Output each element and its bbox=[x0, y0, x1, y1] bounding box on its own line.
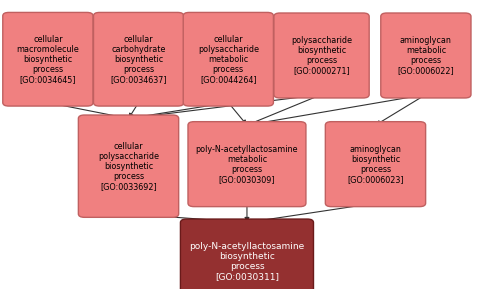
Text: aminoglycan
metabolic
process
[GO:0006022]: aminoglycan metabolic process [GO:000602… bbox=[398, 36, 454, 75]
Text: cellular
polysaccharide
biosynthetic
process
[GO:0033692]: cellular polysaccharide biosynthetic pro… bbox=[98, 142, 159, 191]
FancyBboxPatch shape bbox=[180, 219, 313, 289]
Text: poly-N-acetyllactosamine
metabolic
process
[GO:0030309]: poly-N-acetyllactosamine metabolic proce… bbox=[196, 144, 298, 184]
FancyBboxPatch shape bbox=[274, 13, 369, 98]
Text: polysaccharide
biosynthetic
process
[GO:0000271]: polysaccharide biosynthetic process [GO:… bbox=[291, 36, 352, 75]
Text: cellular
macromolecule
biosynthetic
process
[GO:0034645]: cellular macromolecule biosynthetic proc… bbox=[17, 35, 79, 84]
FancyBboxPatch shape bbox=[94, 12, 183, 106]
FancyBboxPatch shape bbox=[183, 12, 273, 106]
Text: poly-N-acetyllactosamine
biosynthetic
process
[GO:0030311]: poly-N-acetyllactosamine biosynthetic pr… bbox=[190, 242, 304, 281]
FancyBboxPatch shape bbox=[381, 13, 471, 98]
Text: cellular
polysaccharide
metabolic
process
[GO:0044264]: cellular polysaccharide metabolic proces… bbox=[198, 35, 259, 84]
Text: cellular
carbohydrate
biosynthetic
process
[GO:0034637]: cellular carbohydrate biosynthetic proce… bbox=[110, 35, 167, 84]
FancyBboxPatch shape bbox=[3, 12, 93, 106]
FancyBboxPatch shape bbox=[188, 122, 306, 207]
FancyBboxPatch shape bbox=[326, 122, 425, 207]
Text: aminoglycan
biosynthetic
process
[GO:0006023]: aminoglycan biosynthetic process [GO:000… bbox=[347, 144, 404, 184]
FancyBboxPatch shape bbox=[79, 115, 178, 217]
